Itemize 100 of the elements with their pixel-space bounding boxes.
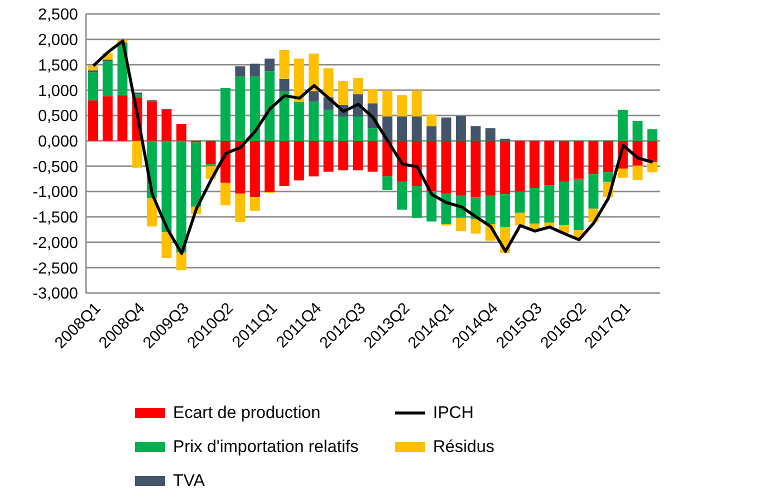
bar [102, 96, 113, 141]
bar [279, 78, 290, 92]
bar [88, 66, 98, 70]
bar [308, 140, 319, 176]
bar [338, 140, 348, 170]
bar [485, 196, 496, 224]
bar [176, 124, 186, 141]
bar [558, 140, 569, 182]
bar [530, 140, 540, 188]
bar [647, 140, 658, 162]
bar [500, 194, 510, 228]
legend-label: Prix d'importation relatifs [173, 437, 359, 457]
bar [470, 126, 481, 141]
bar [397, 182, 408, 210]
bar [323, 68, 334, 98]
bar [632, 121, 643, 141]
bar [514, 212, 525, 226]
bar [294, 102, 304, 141]
bar [117, 95, 128, 141]
bar [250, 76, 260, 141]
bar [368, 140, 378, 172]
y-tick-label: 2,500 [38, 6, 78, 24]
bar [426, 191, 437, 222]
bar [250, 197, 260, 211]
bar [588, 140, 598, 174]
line-series [92, 39, 654, 255]
y-tick-label: -1,500 [32, 210, 78, 227]
y-tick-label: 0,500 [38, 108, 78, 126]
bar [485, 140, 496, 196]
bar [514, 192, 525, 213]
bar [308, 102, 319, 141]
y-tick-label: 0,000 [38, 134, 78, 150]
bar [441, 117, 452, 141]
bar [382, 176, 392, 190]
y-tick-label: 1,500 [38, 57, 78, 74]
bar [250, 64, 260, 76]
legend-label: Résidus [433, 437, 494, 457]
bar [603, 172, 614, 182]
bar [191, 142, 202, 207]
bar [279, 50, 290, 79]
bar [544, 184, 554, 222]
bar [235, 76, 246, 141]
bar [368, 128, 378, 141]
bar [470, 218, 481, 234]
bar [544, 140, 554, 185]
bar [162, 140, 172, 232]
bar [618, 168, 628, 178]
bar [588, 174, 598, 209]
bar [88, 72, 98, 100]
bar [426, 126, 437, 141]
bar [647, 162, 658, 172]
bar [500, 140, 510, 194]
y-tick-label: -1,000 [32, 184, 78, 202]
bar [162, 110, 172, 141]
legend-label: IPCH [433, 403, 474, 423]
bar [220, 182, 230, 206]
bar [382, 140, 392, 176]
bar [456, 116, 466, 141]
bar [426, 114, 437, 126]
bar [235, 194, 246, 222]
bar [294, 140, 304, 180]
bar [279, 140, 290, 186]
bar [530, 224, 540, 230]
bar [162, 232, 172, 258]
bar [632, 166, 643, 180]
bar [176, 252, 186, 270]
bar [574, 140, 584, 179]
bar [470, 140, 481, 198]
bar [544, 222, 554, 227]
bar [102, 61, 113, 96]
y-tick-label: 1,000 [38, 82, 78, 100]
bar [352, 78, 363, 94]
bar [456, 218, 466, 232]
bar [220, 88, 230, 141]
y-tick-label: -3,000 [32, 286, 78, 303]
y-tick-label: -2,500 [32, 260, 78, 278]
y-tick-label: -0,500 [32, 158, 78, 176]
y-tick-label: 2,000 [38, 32, 78, 50]
bar [382, 90, 392, 116]
legend-label: Ecart de production [173, 403, 320, 423]
bar [456, 140, 466, 196]
bar [352, 116, 363, 141]
bar [412, 90, 422, 116]
bar [397, 95, 408, 116]
bar [338, 80, 348, 105]
bar [412, 116, 422, 141]
bar [264, 140, 275, 192]
bar [235, 140, 246, 194]
bar [88, 100, 98, 141]
bar [352, 140, 363, 170]
bar [338, 116, 348, 141]
bar [323, 140, 334, 172]
bar [146, 101, 157, 141]
bar [206, 140, 216, 164]
bar [250, 140, 260, 198]
bar [558, 182, 569, 226]
bar [514, 140, 525, 192]
bar [397, 116, 408, 141]
bar [574, 178, 584, 230]
bar [412, 186, 422, 218]
